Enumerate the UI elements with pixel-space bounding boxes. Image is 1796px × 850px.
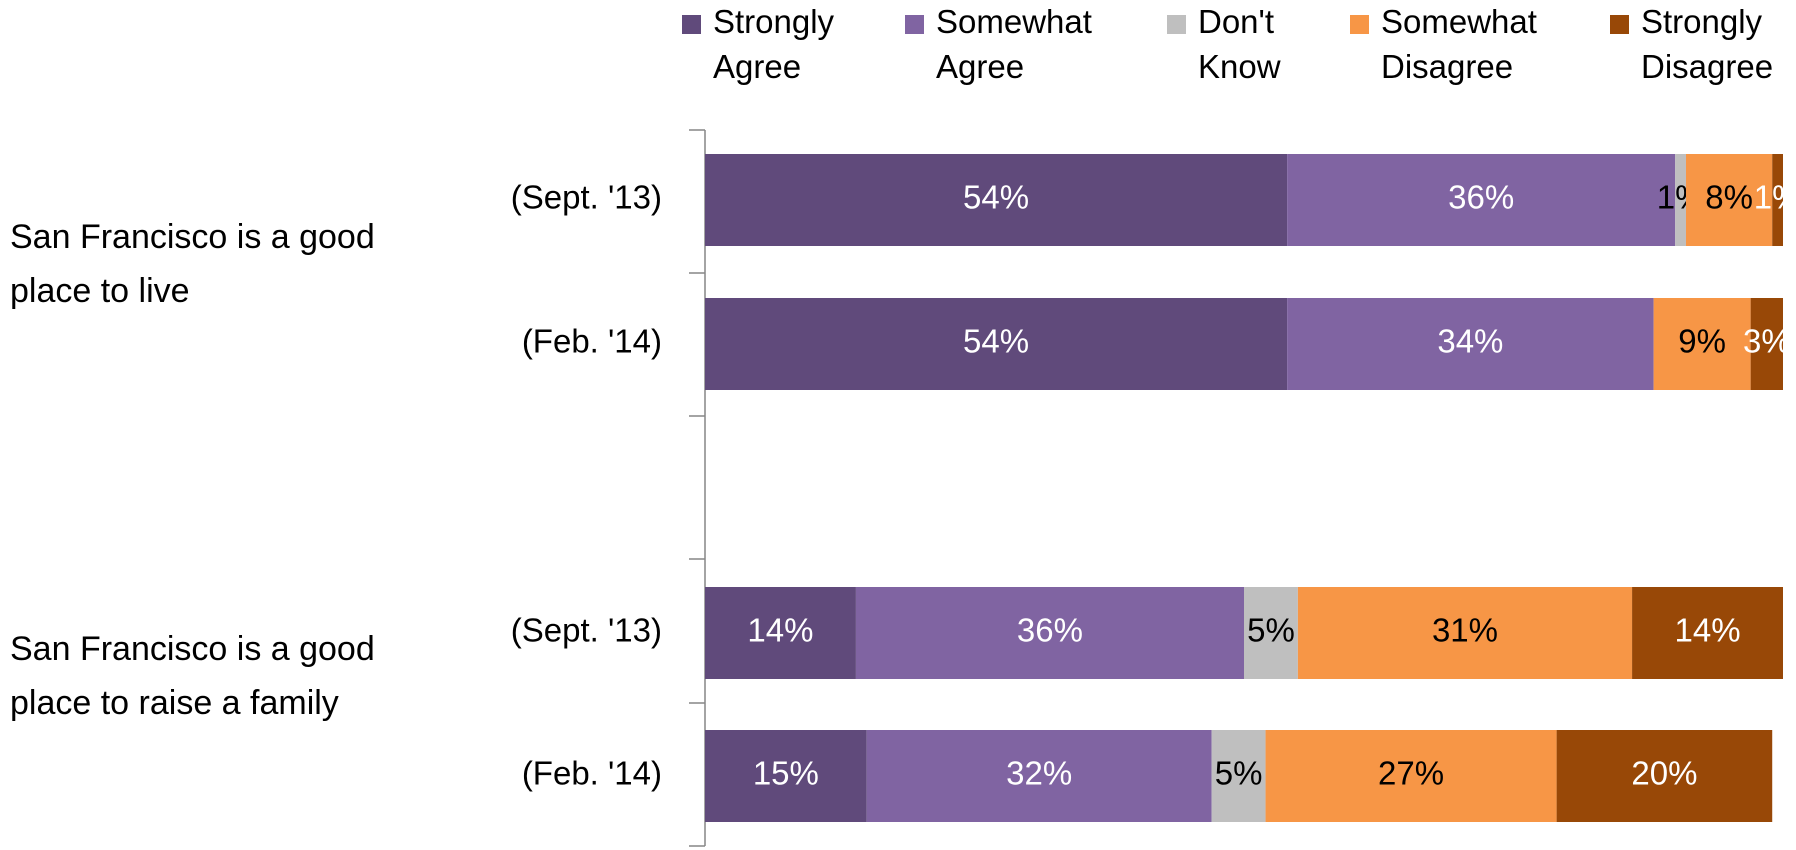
bar-segment [1297,587,1633,679]
bar-segment [1685,154,1773,246]
data-label: 36% [1017,612,1083,649]
data-label: 3% [1743,323,1791,360]
legend-swatch [1350,15,1369,34]
data-label: 54% [963,179,1029,216]
bar-segment [705,154,1288,246]
data-label: 15% [753,755,819,792]
data-label: 14% [1675,612,1741,649]
bar-segment [866,730,1212,822]
bar-segment [1265,730,1557,822]
legend-label-line: Don't [1198,3,1274,40]
legend-label-line: Disagree [1641,48,1773,85]
data-label: 54% [963,323,1029,360]
legend-label-line: Strongly [713,3,835,40]
data-label: 1% [1754,179,1796,216]
bar-segment [1244,587,1298,679]
data-label: 14% [747,612,813,649]
bar-segment [705,587,856,679]
legend-label: Somewhat Disagree [1381,3,1537,85]
legend-label-line: Somewhat [936,3,1092,40]
bar-segment [1750,298,1783,390]
legend-label-line: Agree [936,48,1024,85]
legend-label: Strongly Disagree [1641,3,1773,85]
legend-swatch [905,15,924,34]
legend-swatch [1167,15,1186,34]
bar-segment [1556,730,1773,822]
data-label: 8% [1705,179,1753,216]
y-tick-label: (Sept. '13) [511,612,662,649]
data-label: 5% [1215,755,1263,792]
data-label: 32% [1006,755,1072,792]
legend-label-line: Agree [713,48,801,85]
data-label: 9% [1678,323,1726,360]
legend-label: Don't Know [1198,3,1281,85]
bar-segment [1653,298,1751,390]
legend-label-line: Disagree [1381,48,1513,85]
data-label: 36% [1448,179,1514,216]
y-tick-label: (Sept. '13) [511,179,662,216]
legend-swatch [682,15,701,34]
bar-segment [1632,587,1783,679]
bar-segment [705,298,1288,390]
bar-segment [1287,298,1654,390]
legend-label: Somewhat Agree [936,3,1092,85]
y-tick-label: (Feb. '14) [522,755,662,792]
y-tick-label: (Feb. '14) [522,323,662,360]
legend-label-line: Strongly [1641,3,1763,40]
data-label: 34% [1437,323,1503,360]
group-label: San Francisco is a good place to live [10,218,375,310]
bar-segment [705,730,867,822]
bar-segment [855,587,1244,679]
bar-segment [1675,154,1686,246]
legend-swatch [1610,15,1629,34]
data-label: 27% [1378,755,1444,792]
bar-segment [1211,730,1266,822]
data-label: 31% [1432,612,1498,649]
bar-segment [1287,154,1676,246]
legend-label-line: Somewhat [1381,3,1537,40]
data-label: 5% [1247,612,1295,649]
legend-label: Strongly Agree [713,3,835,85]
group-label: San Francisco is a good place to raise a… [10,630,375,722]
bar-segment [1772,154,1783,246]
legend-label-line: Know [1198,48,1281,85]
data-label: 20% [1631,755,1697,792]
